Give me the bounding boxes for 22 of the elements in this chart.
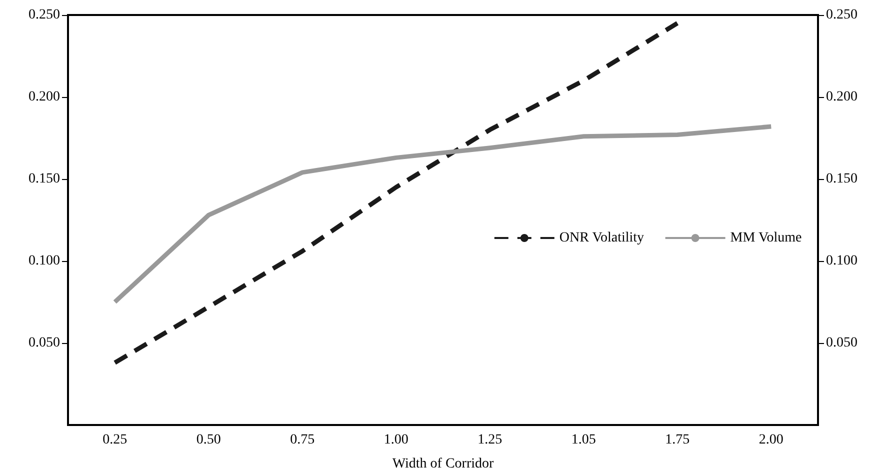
y2-tick-label: 0.250 (826, 8, 858, 22)
line-series (112, 20, 680, 365)
x-axis-title: Width of Corridor (392, 456, 494, 472)
y-tick-label: 0.100 (28, 254, 60, 268)
x-tick-label: 0.75 (290, 432, 315, 448)
x-tick-label: 0.50 (196, 432, 221, 448)
legend-label: MM Volume (730, 230, 802, 246)
y2-tick-label: 0.050 (826, 336, 858, 350)
y-tick-label: 0.250 (28, 8, 60, 22)
x-tick-label: 1.75 (665, 432, 690, 448)
legend-label: ONR Volatility (559, 230, 644, 246)
x-tick-label: 1.05 (571, 432, 596, 448)
y-tick-label: 0.050 (28, 336, 60, 350)
y2-tick-label: 0.100 (826, 254, 858, 268)
x-tick-label: 0.25 (102, 432, 128, 448)
y-tick-label: 0.200 (28, 90, 60, 104)
y2-tick-label: 0.150 (826, 172, 858, 186)
x-tick-label: 1.25 (478, 432, 502, 448)
y2-tick-label: 0.200 (826, 90, 858, 104)
y-tick-label: 0.150 (28, 172, 60, 186)
x-tick-label: 2.00 (758, 432, 784, 448)
x-tick-label: 1.00 (384, 432, 408, 448)
